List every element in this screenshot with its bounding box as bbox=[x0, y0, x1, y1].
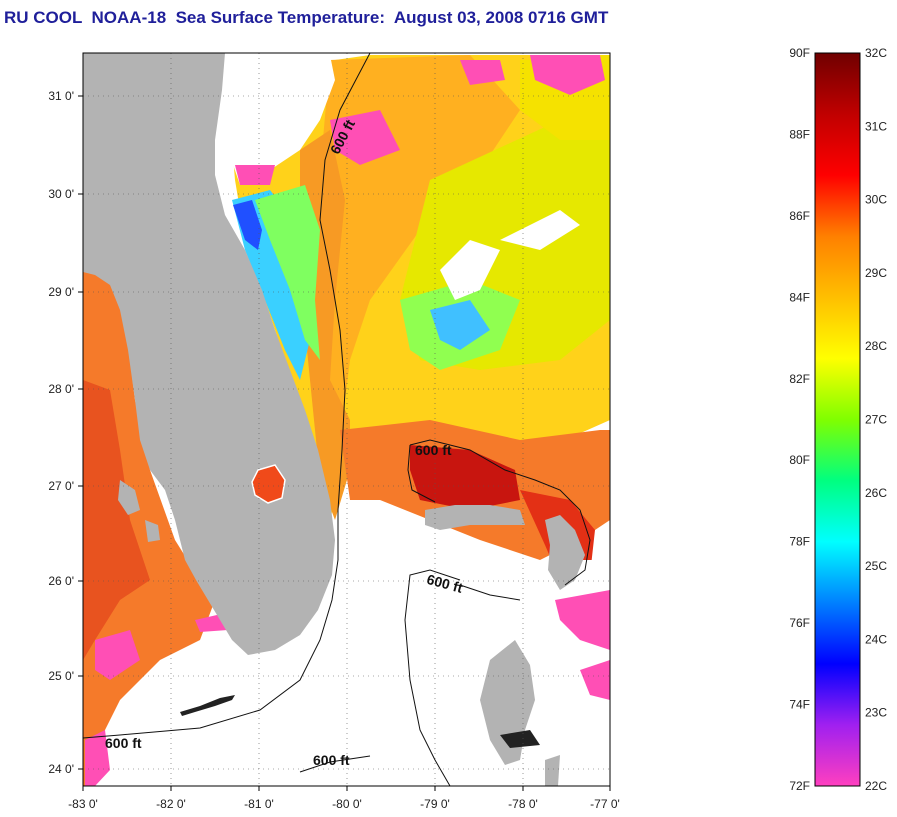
map-title: RU COOL NOAA-18 Sea Surface Temperature:… bbox=[4, 8, 609, 27]
axis-ticks bbox=[78, 95, 611, 791]
lat-label: 27 0' bbox=[48, 479, 74, 493]
colorbar-f-label: 74F bbox=[789, 698, 810, 712]
colorbar-c-label: 26C bbox=[865, 486, 887, 500]
lat-label: 25 0' bbox=[48, 669, 74, 683]
colorbar-f-label: 78F bbox=[789, 535, 810, 549]
latitude-labels: 31 0' 30 0' 29 0' 28 0' 27 0' 26 0' 25 0… bbox=[48, 89, 74, 776]
abaco-land bbox=[545, 515, 585, 590]
colorbar-gradient bbox=[814, 52, 861, 787]
colorbar: 90F 88F 86F 84F 82F 80F 78F 76F 74F 72F 32C 31C 30C… bbox=[789, 46, 887, 793]
lon-label: -82 0' bbox=[156, 797, 186, 811]
colorbar-c-label: 27C bbox=[865, 413, 887, 427]
lat-label: 31 0' bbox=[48, 89, 74, 103]
colorbar-c-label: 32C bbox=[865, 46, 887, 60]
colorbar-f-label: 72F bbox=[789, 779, 810, 793]
longitude-labels: -83 0' -82 0' -81 0' -80 0' -79 0' -78 0… bbox=[68, 797, 620, 811]
lon-label: -77 0' bbox=[590, 797, 620, 811]
colorbar-c-label: 23C bbox=[865, 706, 887, 720]
map-area: 600 ft 600 ft 600 ft 600 ft 600 ft bbox=[83, 53, 610, 786]
contour-label-south: 600 ft bbox=[313, 752, 350, 768]
lon-label: -78 0' bbox=[508, 797, 538, 811]
lon-label: -81 0' bbox=[244, 797, 274, 811]
colorbar-c-label: 30C bbox=[865, 193, 887, 207]
lake-okeechobee bbox=[251, 464, 286, 504]
colorbar-celsius-labels: 32C 31C 30C 29C 28C 27C 26C 25C 24C 23C 22C bbox=[865, 46, 887, 793]
lon-label: -83 0' bbox=[68, 797, 98, 811]
colorbar-f-label: 88F bbox=[789, 127, 810, 141]
colorbar-c-label: 29C bbox=[865, 266, 887, 280]
lon-label: -79 0' bbox=[420, 797, 450, 811]
colorbar-f-label: 84F bbox=[789, 290, 810, 304]
colorbar-fahrenheit-labels: 90F 88F 86F 84F 82F 80F 78F 76F 74F 72F bbox=[789, 46, 810, 793]
contour-label-bahama: 600 ft bbox=[415, 442, 452, 458]
lat-label: 30 0' bbox=[48, 187, 74, 201]
colorbar-f-label: 86F bbox=[789, 209, 810, 223]
lat-label: 28 0' bbox=[48, 382, 74, 396]
lat-label: 26 0' bbox=[48, 574, 74, 588]
colorbar-f-label: 80F bbox=[789, 453, 810, 467]
lon-label: -80 0' bbox=[332, 797, 362, 811]
lat-label: 29 0' bbox=[48, 285, 74, 299]
contour-label-gulf: 600 ft bbox=[105, 735, 142, 751]
colorbar-c-label: 28C bbox=[865, 339, 887, 353]
colorbar-f-label: 90F bbox=[789, 46, 810, 60]
colorbar-f-label: 82F bbox=[789, 372, 810, 386]
cloud-cover bbox=[90, 55, 610, 786]
depth-contours bbox=[83, 53, 591, 786]
colorbar-f-label: 76F bbox=[789, 616, 810, 630]
colorbar-c-label: 22C bbox=[865, 779, 887, 793]
cold-speckles bbox=[85, 55, 610, 786]
grand-bahama-land bbox=[425, 505, 525, 530]
lat-label: 24 0' bbox=[48, 762, 74, 776]
colorbar-c-label: 24C bbox=[865, 632, 887, 646]
colorbar-c-label: 31C bbox=[865, 119, 887, 133]
graticule bbox=[83, 53, 610, 786]
florida-land bbox=[83, 53, 335, 655]
colorbar-c-label: 25C bbox=[865, 559, 887, 573]
